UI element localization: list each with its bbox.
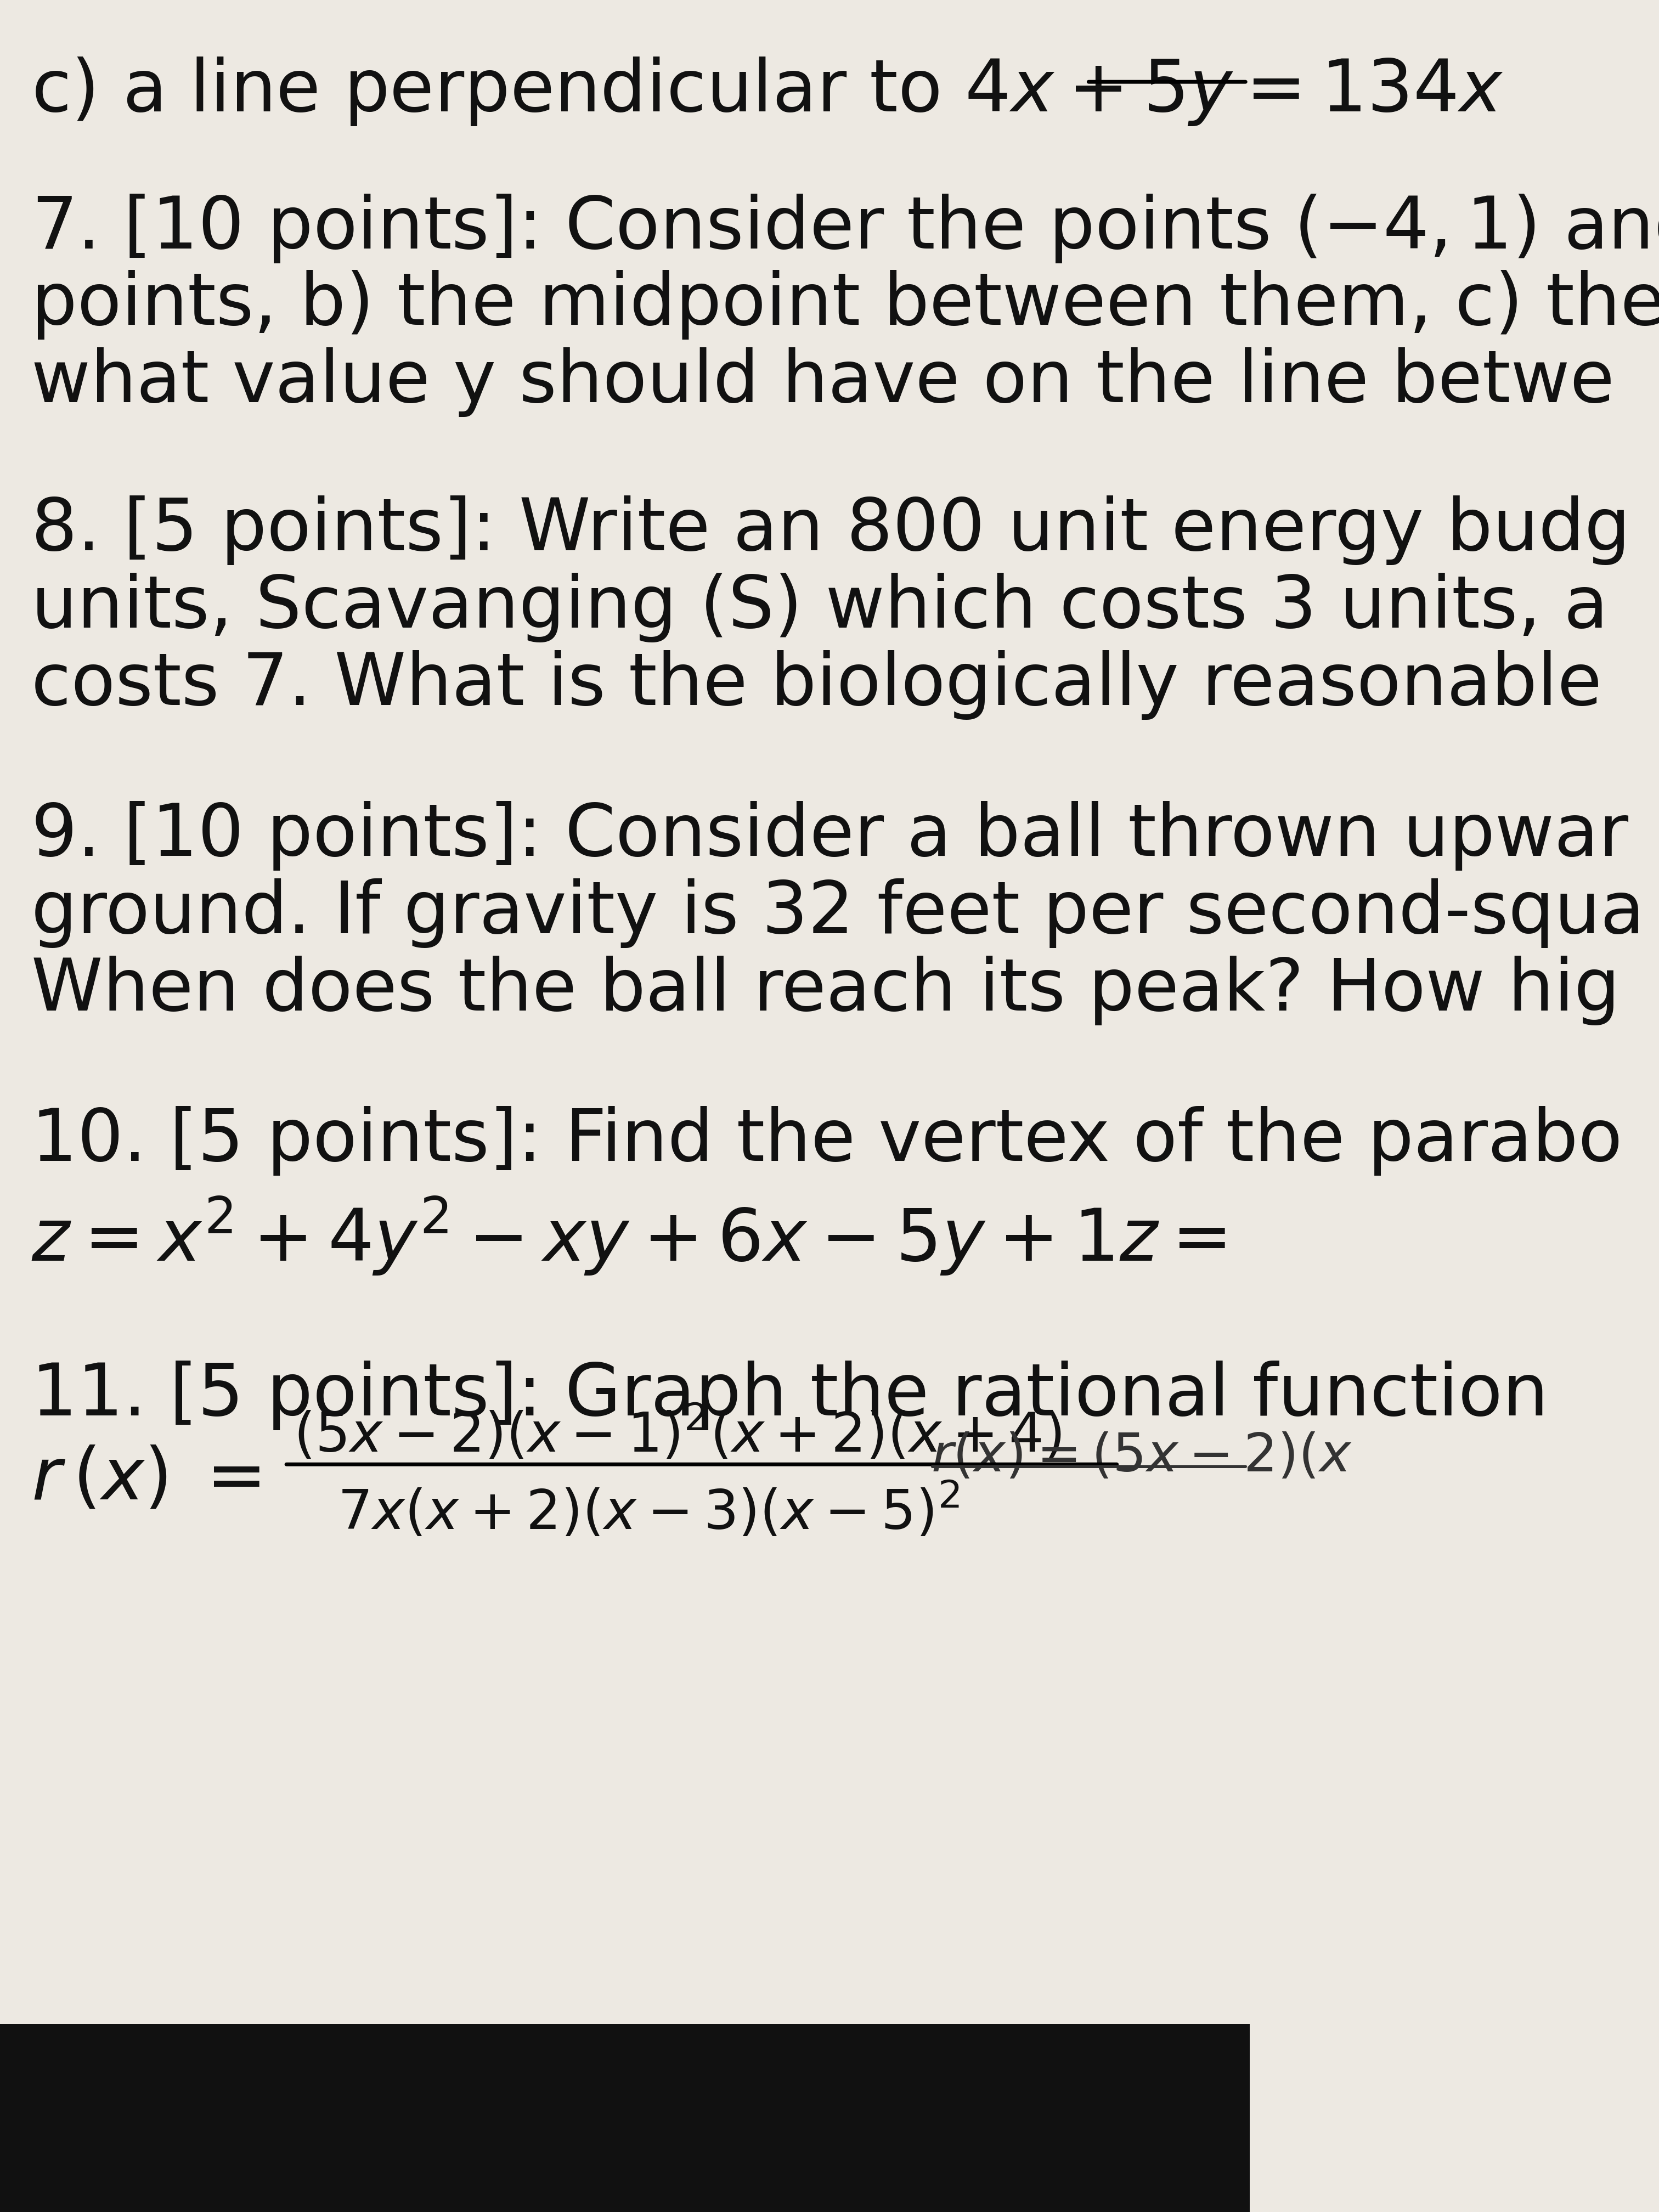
Text: $z = x^2 + 4y^2 - xy + 6x - 5y + 1z=$: $z = x^2 + 4y^2 - xy + 6x - 5y + 1z=$ xyxy=(32,1194,1226,1276)
Text: 7. [10 points]: Consider the points $(-4,1)$ and: 7. [10 points]: Consider the points $(-4… xyxy=(32,192,1659,263)
Text: what value y should have on the line betwe: what value y should have on the line bet… xyxy=(32,347,1614,416)
Bar xyxy=(0,2024,1249,2212)
Text: When does the ball reach its peak? How hig: When does the ball reach its peak? How h… xyxy=(32,956,1619,1024)
Text: costs 7. What is the biologically reasonable: costs 7. What is the biologically reason… xyxy=(32,650,1603,719)
Text: points, b) the midpoint between them, c) the: points, b) the midpoint between them, c)… xyxy=(32,270,1659,338)
Text: units, Scavanging (S) which costs 3 units, a: units, Scavanging (S) which costs 3 unit… xyxy=(32,573,1608,641)
Text: 10. [5 points]: Find the vertex of the parabo: 10. [5 points]: Find the vertex of the p… xyxy=(32,1106,1623,1175)
Text: 11. [5 points]: Graph the rational function: 11. [5 points]: Graph the rational funct… xyxy=(32,1360,1548,1429)
Text: $(5x-2)(x-1)^2(x+2)(x+4)$: $(5x-2)(x-1)^2(x+2)(x+4)$ xyxy=(294,1405,1062,1464)
Text: c) a line perpendicular to $4x + 5y = 134x$: c) a line perpendicular to $4x + 5y = 13… xyxy=(32,55,1503,126)
Text: 9. [10 points]: Consider a ball thrown upwar: 9. [10 points]: Consider a ball thrown u… xyxy=(32,801,1629,869)
Text: ground. If gravity is 32 feet per second-squa: ground. If gravity is 32 feet per second… xyxy=(32,878,1644,947)
Text: 8. [5 points]: Write an 800 unit energy budg: 8. [5 points]: Write an 800 unit energy … xyxy=(32,495,1631,564)
Text: $7x(x+2)(x-3)(x-5)^2$: $7x(x+2)(x-3)(x-5)^2$ xyxy=(337,1482,959,1542)
Text: $r\,(x)\;=$: $r\,(x)\;=$ xyxy=(32,1444,260,1513)
Text: $r(x)=(5x-2)(x$: $r(x)=(5x-2)(x$ xyxy=(931,1431,1352,1482)
